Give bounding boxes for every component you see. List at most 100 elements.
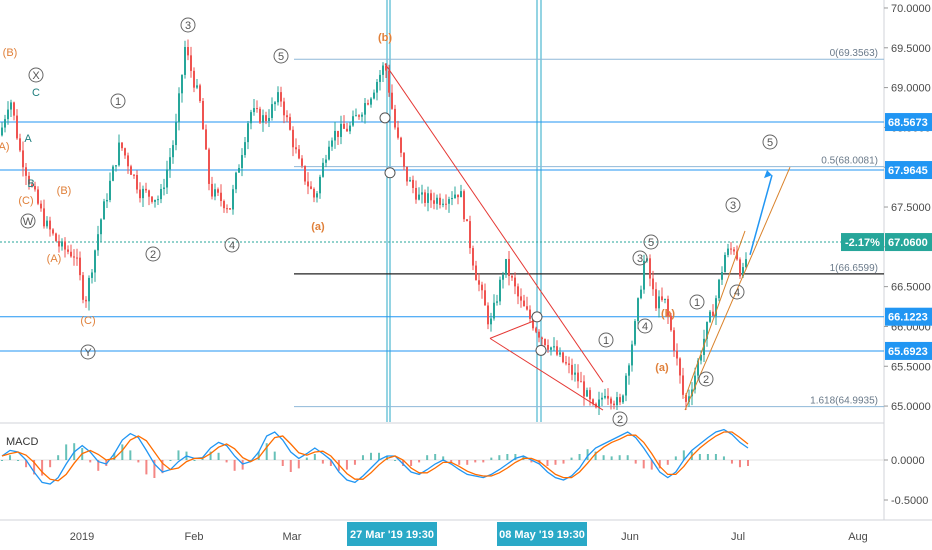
candle-body [673, 330, 675, 351]
candle-body [532, 318, 534, 329]
wave-label: (a) [655, 362, 669, 374]
wave-label: (b) [661, 308, 675, 320]
time-tick-label: Jun [621, 531, 639, 543]
macd-histogram-bar [450, 460, 453, 463]
candle-body [7, 109, 9, 120]
candle-body [64, 241, 66, 250]
wave-label: 3 [730, 200, 736, 212]
candle-body [49, 220, 51, 230]
candle-body [499, 279, 501, 302]
candle-body [493, 302, 495, 319]
candle-body [379, 74, 381, 82]
candle-body [283, 101, 285, 116]
macd-histogram-bar [249, 460, 252, 461]
candle-body [25, 167, 27, 176]
macd-histogram-bar [17, 460, 20, 461]
macd-histogram-bar [578, 454, 581, 460]
time-tick-label: Feb [185, 531, 204, 543]
candle-body [679, 358, 681, 376]
macd-pane [0, 428, 884, 485]
wave-label: (B) [3, 47, 18, 59]
macd-histogram-bar [418, 460, 421, 463]
time-badge-label: 27 Mar '19 19:30 [350, 529, 434, 541]
candle-body [442, 203, 444, 205]
time-badge [497, 522, 587, 546]
candle-body [556, 346, 558, 355]
wave-label: 3 [637, 253, 643, 265]
candle-body [58, 241, 60, 247]
candle-body [100, 219, 102, 235]
macd-histogram-bar [666, 460, 669, 465]
candle-body [250, 112, 252, 124]
red-channel-upper [384, 63, 604, 383]
wave-label: (C) [18, 195, 33, 207]
price-badge-label: 65.6923 [888, 346, 928, 358]
candle-body [109, 180, 111, 201]
candle-body [280, 92, 282, 102]
candle-body [34, 185, 36, 190]
candle-body [367, 103, 369, 105]
candle-body [190, 55, 192, 71]
candle-body [97, 234, 99, 251]
candle-body [256, 108, 258, 110]
candle-body [448, 199, 450, 204]
projection-arrow [749, 174, 773, 255]
candle-body [712, 311, 714, 316]
macd-histogram-bar [378, 452, 381, 460]
candle-body [340, 123, 342, 137]
macd-histogram-bar [586, 449, 589, 460]
candle-body [724, 254, 726, 273]
macd-histogram-bar [25, 460, 28, 468]
candle-body [715, 298, 717, 316]
candle-body [394, 108, 396, 128]
candle-body [397, 127, 399, 138]
macd-histogram-bar [682, 450, 685, 460]
candle-body [502, 274, 504, 280]
candle-body [742, 267, 744, 277]
macd-histogram-bar [57, 455, 60, 460]
macd-histogram-bar [177, 450, 180, 460]
candle-body [133, 174, 135, 176]
macd-histogram-bar [482, 460, 485, 463]
candle-body [418, 194, 420, 200]
fib-level-label: 0.5(68.0081) [821, 156, 878, 167]
candle-body [184, 47, 186, 75]
candle-body [580, 381, 582, 383]
macd-histogram-bar [9, 455, 12, 460]
time-tick-label: Jul [731, 531, 745, 543]
wave-label: Y [84, 347, 92, 359]
price-tick-label: 65.0000 [891, 401, 931, 413]
candle-body [40, 203, 42, 209]
candle-body [181, 74, 183, 94]
candle-body [211, 183, 213, 197]
macd-histogram-bar [402, 460, 405, 466]
candle-body [631, 344, 633, 366]
macd-histogram-bar [410, 460, 413, 466]
macd-histogram-bar [89, 460, 92, 463]
candle-body [313, 188, 315, 198]
macd-histogram-bar [241, 460, 244, 470]
candle-body [103, 201, 105, 220]
candle-body [208, 149, 210, 184]
wave-label: 1 [603, 335, 609, 347]
candle-body [496, 301, 498, 303]
macd-histogram-bar [602, 455, 605, 460]
candle-body [157, 199, 159, 201]
candle-body [13, 102, 15, 116]
change-badge-label: -2.17% [845, 237, 880, 249]
candle-body [343, 123, 345, 129]
macd-histogram-bar [394, 460, 397, 461]
candle-body [262, 115, 264, 123]
candle-body [487, 305, 489, 325]
candle-body [319, 176, 321, 194]
candle-body [664, 298, 666, 301]
wave-label: 1 [115, 96, 121, 108]
candle-body [52, 229, 54, 234]
candle-body [598, 399, 600, 408]
candle-body [376, 81, 378, 93]
candle-body [544, 339, 546, 346]
macd-signal-line [1, 431, 749, 482]
candle-body [127, 155, 129, 167]
candle-body [634, 321, 636, 345]
